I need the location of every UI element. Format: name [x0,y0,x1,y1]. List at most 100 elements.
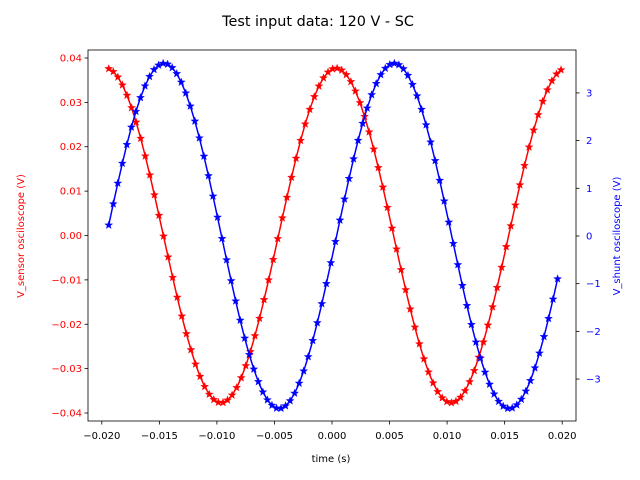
data-point [520,160,529,170]
data-point [122,139,132,149]
data-point [544,313,553,323]
data-point [344,173,354,183]
data-point [489,389,499,398]
data-point [172,69,182,78]
data-point [321,279,331,288]
data-point [285,396,295,405]
data-point [349,154,358,163]
y-axis-left-label: V_sensor osciloscope (V) [16,174,27,298]
data-point [223,395,232,404]
data-point [127,103,136,112]
y-axis-left: −0.04 −0.03 −0.02 −0.01 0.00 0.01 0.02 0.03 0.04 [51,53,88,420]
y-left-tick-label: 0.02 [60,142,82,153]
data-point [181,88,191,97]
data-point [194,133,204,142]
data-point [435,175,445,185]
data-point [346,77,356,86]
data-point [396,265,406,274]
data-point [241,361,251,370]
data-point [267,400,277,410]
data-point [250,331,260,340]
data-point [264,275,274,284]
data-point [467,319,476,329]
data-point [512,400,522,409]
data-point [296,135,306,145]
data-point [140,81,150,90]
data-point [538,96,548,106]
data-point [419,354,429,363]
y-left-tick-label: 0.03 [60,98,82,109]
data-point [277,213,287,222]
data-point [226,276,236,285]
data-point [529,125,539,134]
data-point [362,103,372,112]
data-point [369,144,379,153]
x-tick-label: −0.020 [83,431,120,442]
data-point [394,60,404,69]
data-point [358,118,368,128]
data-point [471,337,481,346]
data-point [168,272,178,282]
y-left-tick-label: −0.01 [51,275,82,286]
data-point [331,236,340,246]
data-point [485,379,494,389]
data-point [351,86,360,95]
data-point [136,93,145,102]
data-point [355,98,365,107]
data-point [521,386,531,395]
data-point [204,171,213,180]
x-axis-label: time (s) [312,454,351,465]
data-point [167,63,177,72]
data-point [176,77,186,86]
data-point [426,137,436,146]
data-point [104,64,114,73]
data-point [405,304,415,313]
data-point [259,295,269,304]
x-axis: −0.020 −0.015 −0.010 −0.005 0.000 0.005 0.010 0… [83,421,577,442]
data-point [371,78,381,88]
data-point [387,223,397,232]
data-point [303,352,313,361]
data-point [253,377,263,386]
data-point [444,217,454,226]
data-point [498,401,508,410]
data-point [392,244,401,253]
data-point [209,395,219,404]
data-point [249,364,259,373]
series-line [108,67,562,404]
data-point [140,151,150,160]
y-left-tick-label: −0.02 [51,320,82,331]
y-right-tick-label: −3 [586,375,601,386]
data-point [308,335,318,345]
data-point [428,378,438,387]
data-point [453,260,463,269]
x-tick-label: −0.005 [256,431,293,442]
data-point [353,135,363,145]
data-point [433,387,443,396]
x-tick-label: 0.015 [490,431,519,442]
data-point [281,401,290,410]
data-point [480,367,490,377]
data-point [290,388,300,398]
y-right-tick-label: 3 [586,88,592,99]
data-point [506,221,516,230]
data-point [200,381,210,391]
data-point [476,353,485,362]
data-point [408,79,417,89]
data-point [240,333,250,342]
data-point [208,191,218,200]
y-left-tick-label: 0.01 [60,187,82,198]
data-point [159,231,168,240]
data-point [367,90,377,99]
y-left-tick-label: −0.04 [51,409,82,420]
data-point [556,65,566,74]
data-point [410,322,420,331]
data-point [305,104,315,114]
data-point [542,85,552,94]
y-right-tick-label: 0 [586,231,592,242]
data-point [488,302,497,311]
x-tick-label: −0.010 [198,431,235,442]
data-point [403,70,413,80]
data-point [525,376,535,385]
